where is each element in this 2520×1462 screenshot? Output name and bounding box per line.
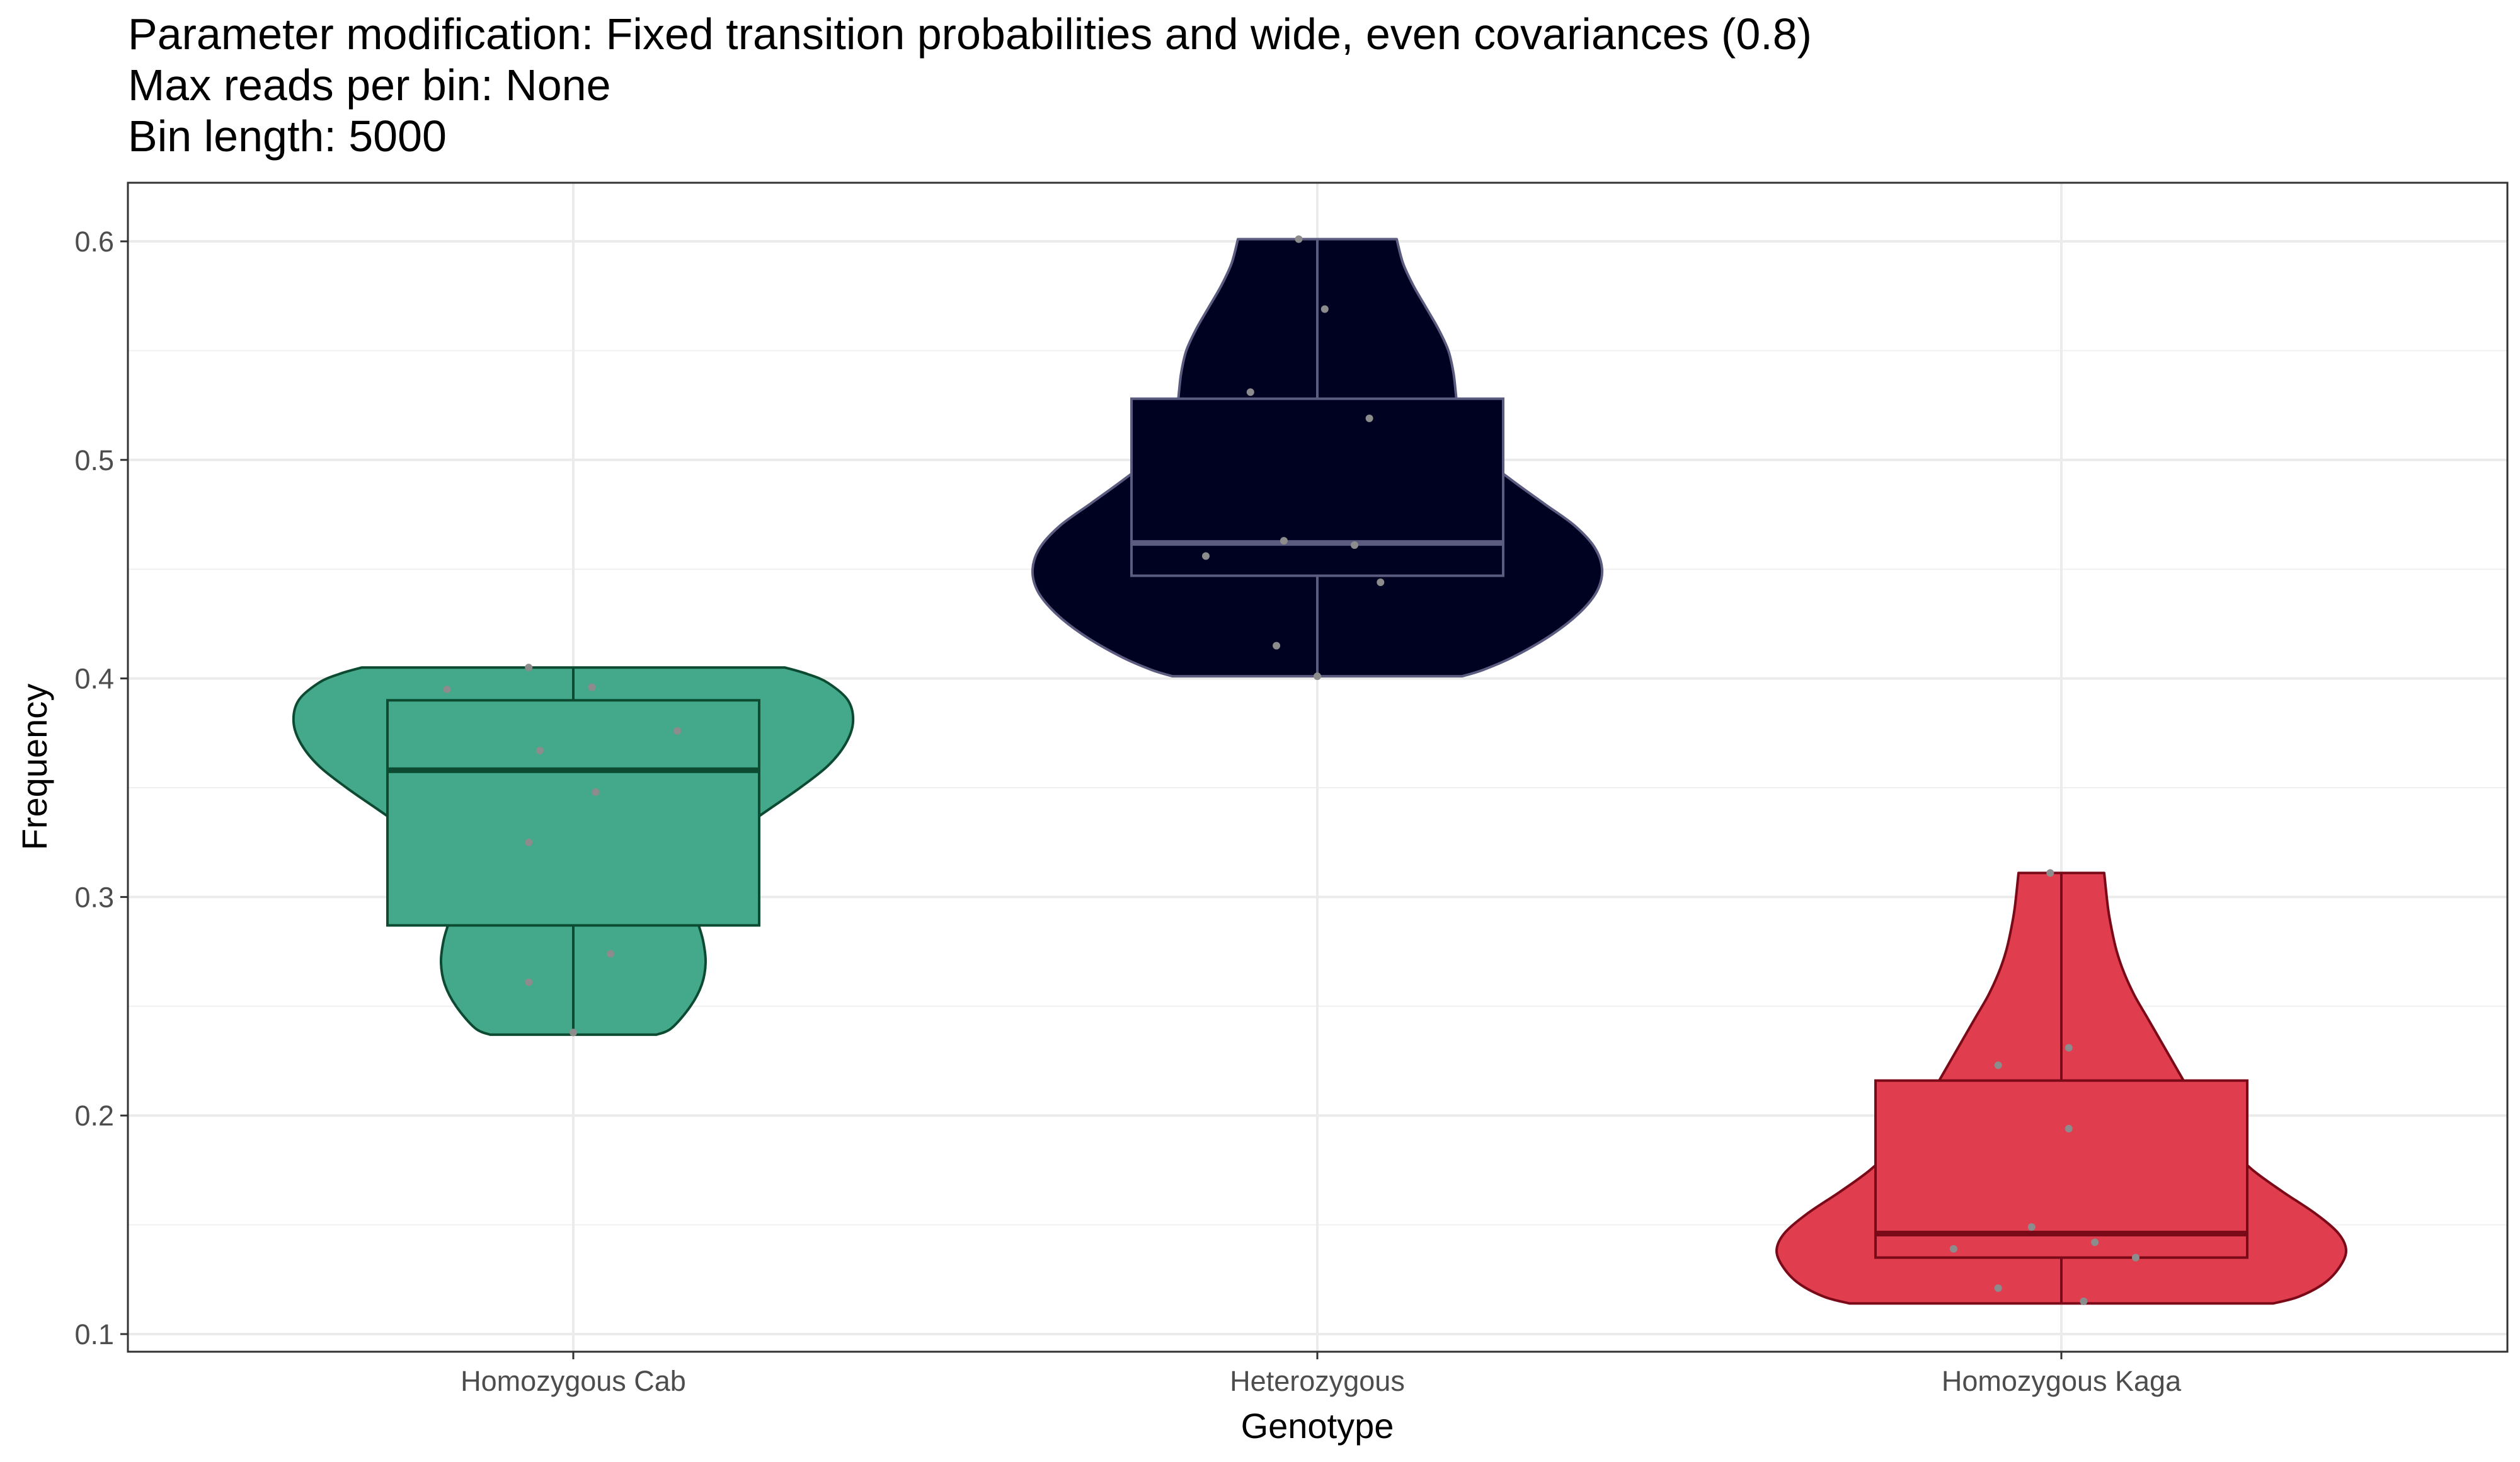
data-point	[1949, 1245, 1957, 1253]
data-point	[570, 1028, 577, 1037]
data-point	[1377, 578, 1385, 587]
y-axis-ticks: 0.1 0.2 0.3 0.4 0.5 0.6	[74, 226, 128, 1350]
data-point	[1273, 642, 1281, 650]
chart-title: Parameter modification: Fixed transition…	[128, 9, 1812, 162]
y-tick-label: 0.3	[74, 881, 114, 913]
data-point	[1994, 1284, 2002, 1292]
boxplots	[386, 239, 2248, 1304]
data-point	[1314, 672, 1321, 681]
data-point	[1295, 235, 1303, 243]
box-iqr	[386, 699, 760, 927]
data-point	[536, 747, 544, 755]
data-point	[673, 727, 682, 735]
data-point	[525, 838, 533, 846]
data-point	[2132, 1253, 2139, 1262]
x-tick-label: Heterozygous	[1230, 1365, 1405, 1397]
title-line-2: Max reads per bin: None	[128, 60, 611, 110]
title-line-1: Parameter modification: Fixed transition…	[128, 9, 1812, 59]
y-tick-label: 0.4	[74, 663, 114, 695]
data-point	[2065, 1125, 2073, 1133]
data-point	[592, 788, 600, 796]
data-point	[1365, 414, 1373, 422]
y-tick-label: 0.5	[74, 444, 114, 476]
data-point	[2027, 1223, 2036, 1231]
y-axis-title: Frequency	[14, 684, 54, 851]
data-points	[443, 235, 2139, 1305]
data-point	[525, 664, 533, 672]
data-point	[2080, 1297, 2088, 1305]
y-tick-label: 0.1	[74, 1318, 114, 1350]
data-point	[525, 978, 533, 986]
data-point	[1280, 537, 1288, 545]
x-tick-label: Homozygous Cab	[461, 1365, 686, 1397]
data-point	[1246, 388, 1254, 396]
y-tick-label: 0.6	[74, 226, 114, 258]
data-point	[2046, 869, 2054, 877]
data-point	[588, 683, 596, 691]
x-tick-label: Homozygous Kaga	[1942, 1365, 2182, 1397]
data-point	[1202, 552, 1210, 560]
box-iqr	[1874, 1079, 2248, 1259]
x-axis-ticks: Homozygous Cab Heterozygous Homozygous Kag…	[461, 1352, 2182, 1397]
title-line-3: Bin length: 5000	[128, 112, 447, 161]
data-point	[2091, 1238, 2099, 1246]
data-point	[1320, 305, 1329, 313]
y-tick-label: 0.2	[74, 1100, 114, 1132]
data-point	[443, 685, 451, 693]
data-point	[1351, 541, 1358, 550]
data-point	[1994, 1061, 2002, 1069]
data-point	[607, 950, 614, 958]
data-point	[2065, 1044, 2073, 1052]
box-iqr	[1130, 397, 1504, 577]
x-axis-title: Genotype	[1241, 1406, 1394, 1446]
